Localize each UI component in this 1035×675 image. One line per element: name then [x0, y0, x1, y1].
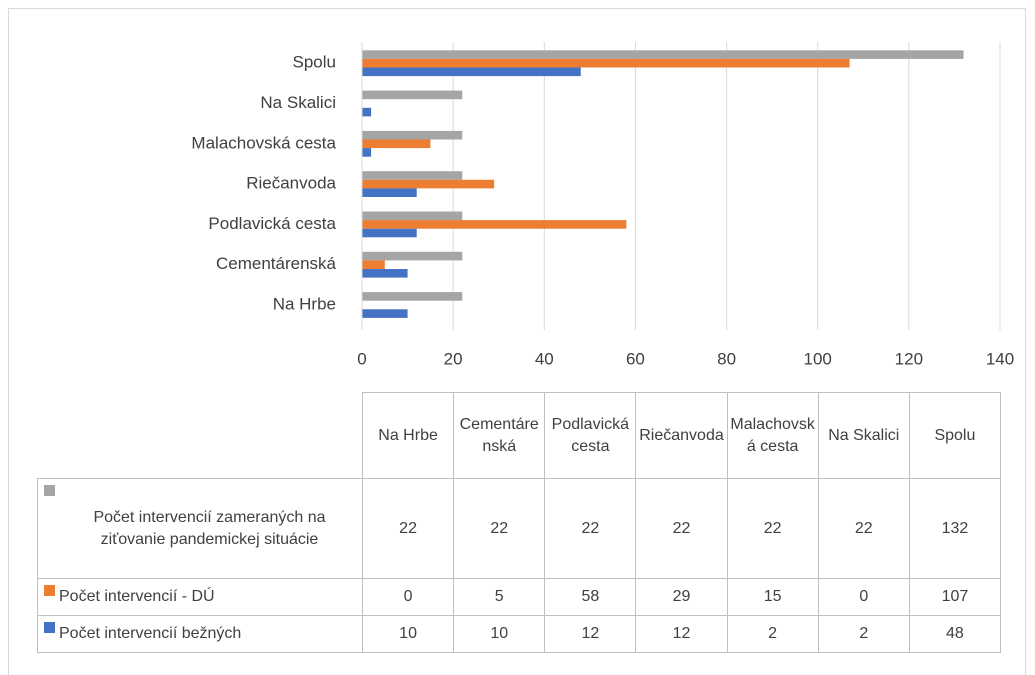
table-cell: 22: [544, 478, 637, 579]
bar: [362, 171, 463, 180]
bar: [362, 292, 463, 301]
table-cell: 12: [544, 615, 637, 653]
legend-key: [44, 585, 55, 596]
bar: [362, 179, 495, 189]
y-tick-label: Riečanvoda: [246, 174, 336, 193]
bar: [362, 67, 581, 77]
bar: [362, 58, 850, 68]
bar: [362, 130, 463, 140]
bar: [362, 148, 372, 157]
table-cell: 10: [453, 615, 546, 653]
x-tick-label: 0: [357, 349, 366, 368]
bar: [362, 211, 463, 221]
table-cell: 12: [635, 615, 728, 653]
table-header: Cementárenská: [453, 392, 546, 479]
chart-frame: [8, 8, 1026, 675]
bar: [362, 220, 627, 229]
legend-key: [44, 622, 55, 633]
bar: [362, 309, 408, 318]
x-tick-label: 100: [804, 349, 832, 368]
table-row-label: Počet intervencií - DÚ: [37, 578, 363, 616]
table-cell: 22: [817, 478, 910, 579]
y-tick-label: Na Hrbe: [273, 294, 336, 313]
y-tick-label: Malachovská cesta: [191, 133, 336, 152]
table-cell: 132: [908, 478, 1001, 579]
legend-label: Počet intervencií bežných: [59, 625, 242, 643]
table-cell: 5: [453, 578, 546, 616]
bar: [362, 139, 431, 149]
table-cell: 22: [453, 478, 546, 579]
bar: [362, 50, 964, 59]
table-cell: 22: [635, 478, 728, 579]
table-cell: 22: [362, 478, 455, 579]
bar: [362, 107, 372, 117]
bar: [362, 269, 408, 278]
x-tick-label: 20: [444, 349, 463, 368]
table-header: Na Skalici: [817, 392, 910, 479]
x-tick-label: 80: [717, 349, 736, 368]
table-cell: 29: [635, 578, 728, 616]
y-tick-label: Cementárenská: [216, 254, 337, 273]
table-cell: 10: [362, 615, 455, 653]
table-cell: 2: [726, 615, 819, 653]
table-cell: 2: [817, 615, 910, 653]
bar: [362, 251, 463, 261]
table-header: Spolu: [908, 392, 1001, 479]
bar: [362, 228, 417, 238]
x-tick-label: 140: [986, 349, 1014, 368]
bar: [362, 260, 385, 269]
table-header: Na Hrbe: [362, 392, 455, 479]
table-header: Podlavická cesta: [544, 392, 637, 479]
table-cell: 0: [362, 578, 455, 616]
x-tick-label: 60: [626, 349, 645, 368]
table-header: Riečanvoda: [635, 392, 728, 479]
table-cell: 15: [726, 578, 819, 616]
table-cell: 0: [817, 578, 910, 616]
table-cell: 22: [726, 478, 819, 579]
bar: [362, 90, 463, 100]
legend-key: [44, 485, 55, 496]
x-tick-label: 40: [535, 349, 554, 368]
table-cell: 107: [908, 578, 1001, 616]
legend-label: Počet intervencií zameraných na ziťovani…: [93, 508, 326, 548]
table-cell: 58: [544, 578, 637, 616]
y-tick-label: Spolu: [293, 53, 336, 72]
table-cell: 48: [908, 615, 1001, 653]
table-header: Malachovská cesta: [726, 392, 819, 479]
legend-label: Počet intervencií - DÚ: [59, 588, 215, 606]
table-row-label: Počet intervencií bežných: [37, 615, 363, 653]
table-row-label: Počet intervencií zameraných na ziťovani…: [37, 478, 363, 579]
bar: [362, 188, 417, 197]
y-tick-label: Podlavická cesta: [208, 214, 336, 233]
x-tick-label: 120: [895, 349, 923, 368]
y-tick-label: Na Skalici: [260, 93, 336, 112]
